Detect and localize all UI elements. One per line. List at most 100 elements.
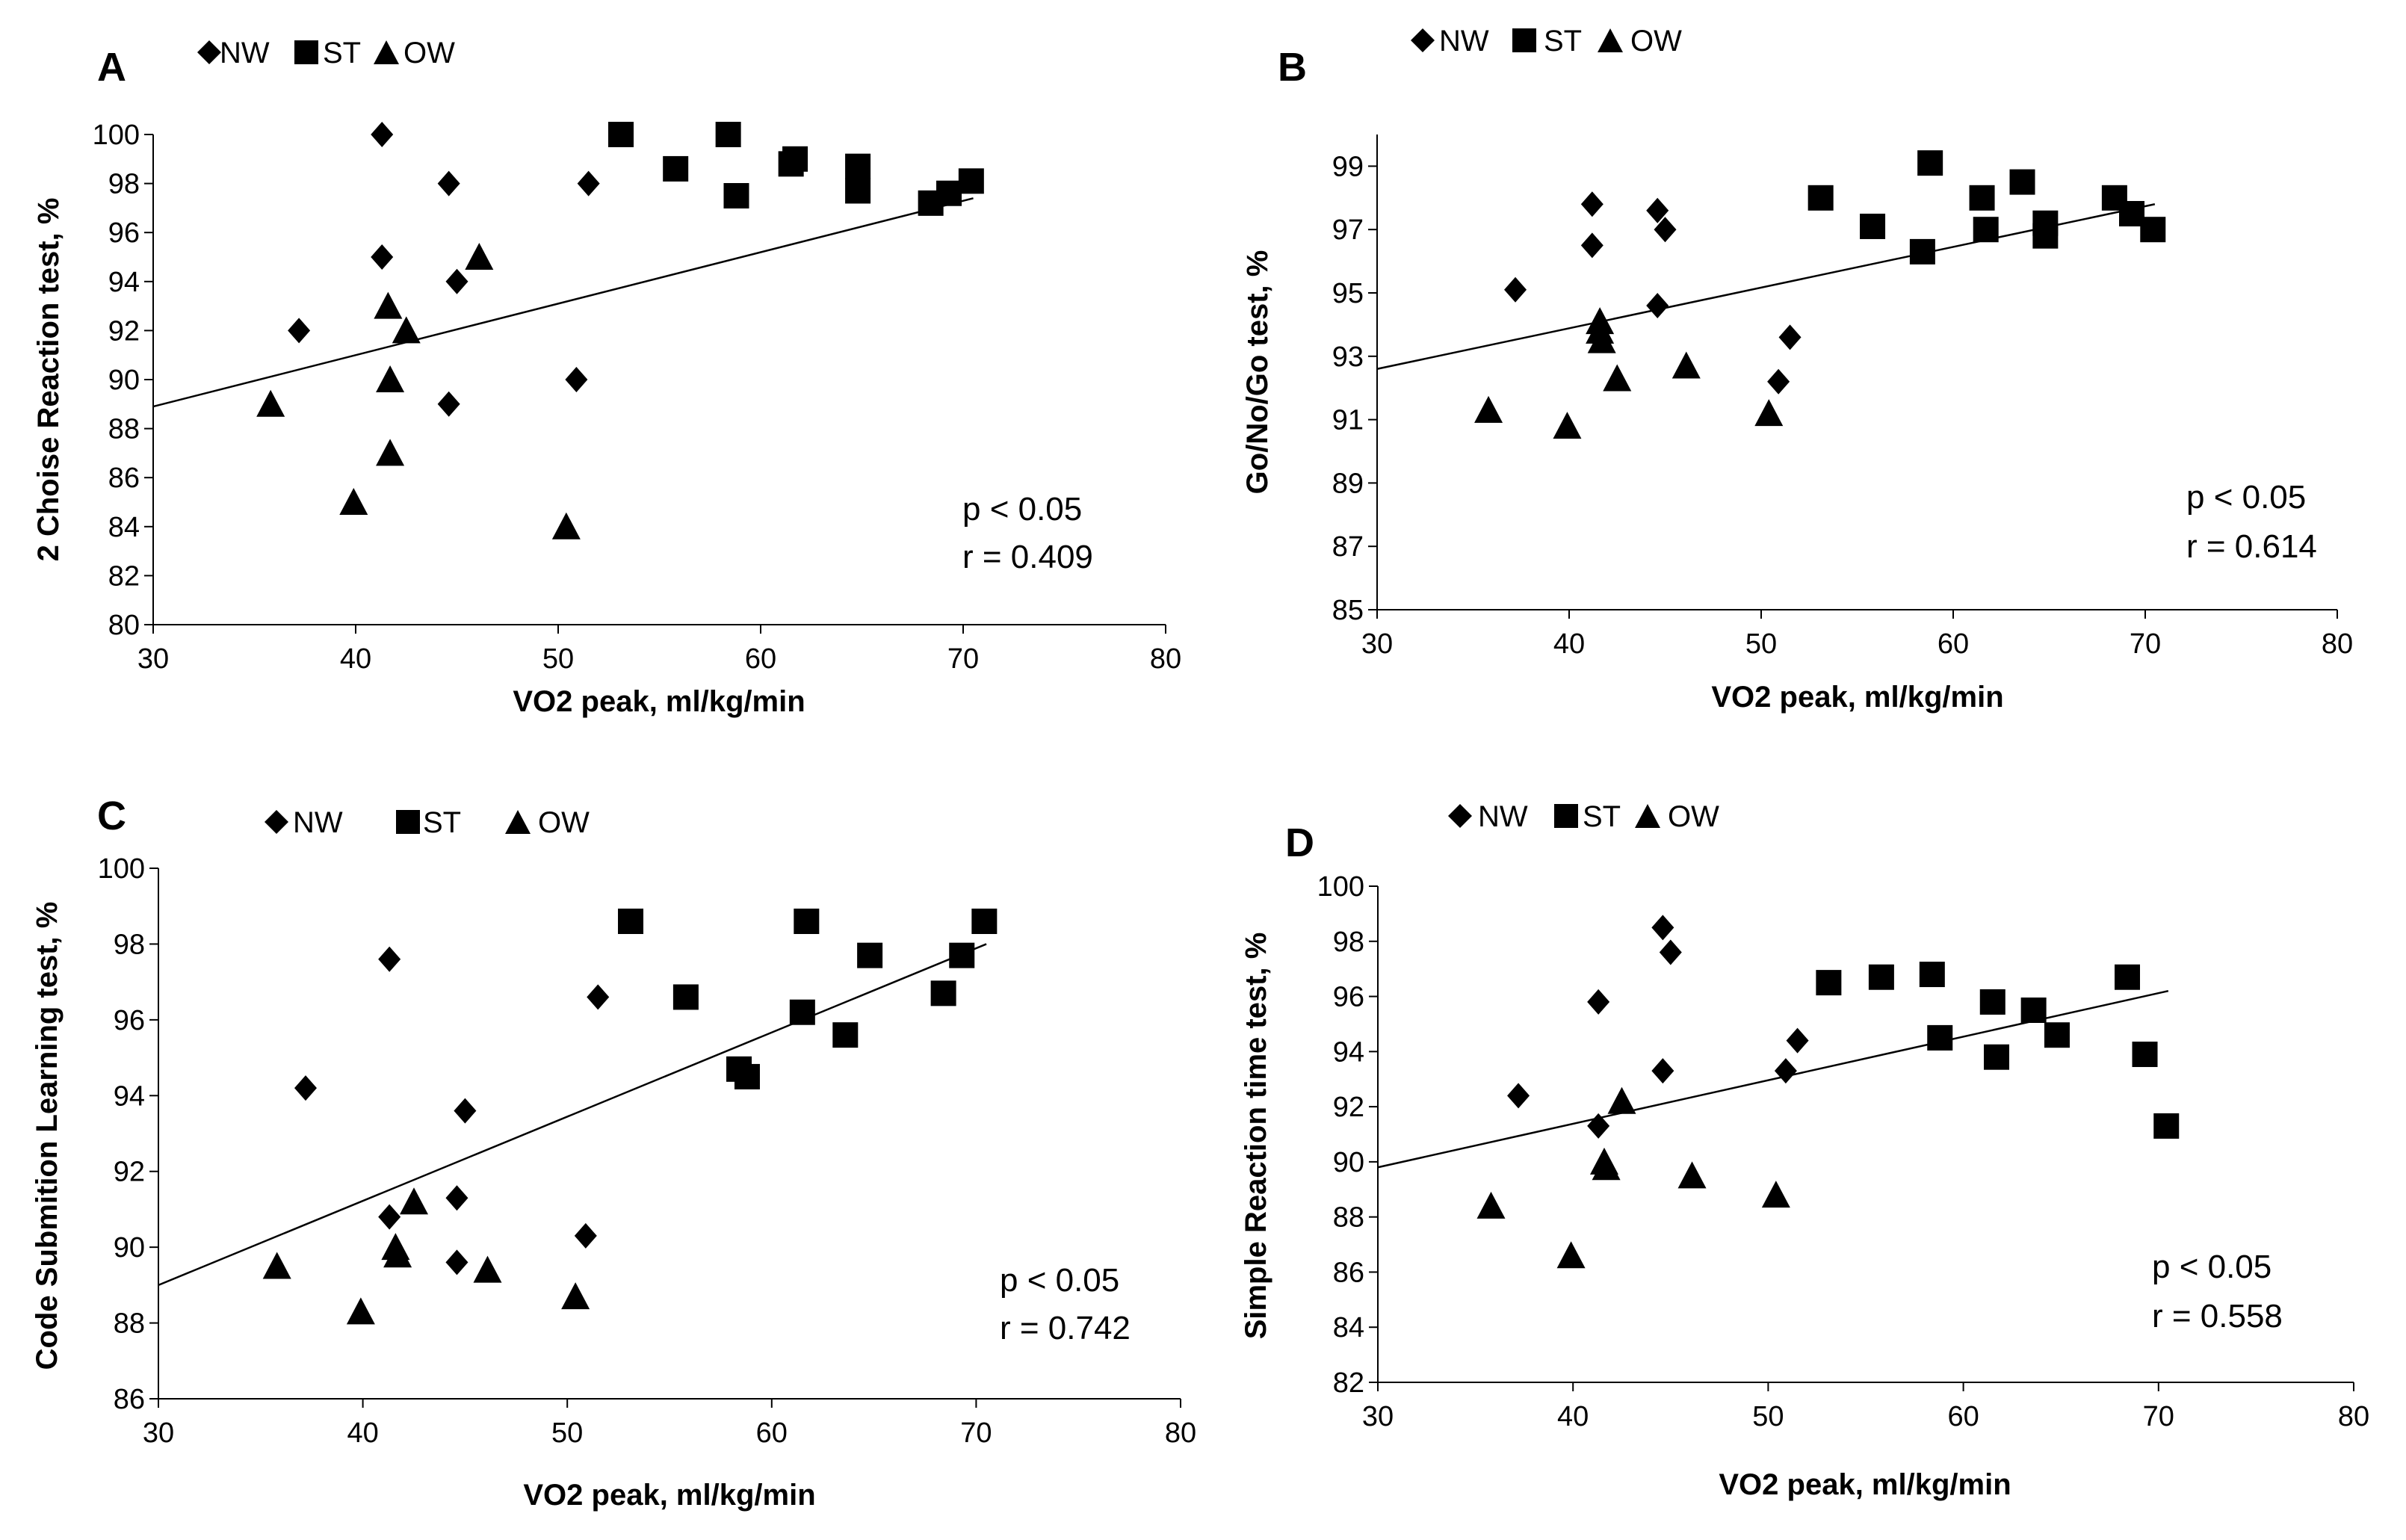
point-nw — [1778, 324, 1802, 350]
point-st — [2140, 217, 2166, 243]
point-nw — [1580, 232, 1604, 259]
point-ow — [465, 243, 494, 270]
point-ow — [1607, 1086, 1636, 1114]
x-tick-label: 70 — [947, 643, 979, 675]
panel-d: D NW ST OW 82 84 86 88 90 92 94 96 98 100 30 40 50 6… — [1240, 800, 2369, 1501]
y-tick-label: 96 — [108, 217, 140, 249]
point-st — [1860, 213, 1886, 239]
point-nw — [1774, 1058, 1797, 1084]
legend-c: NW ST OW — [265, 806, 590, 839]
point-st — [832, 1022, 859, 1048]
y-tick-label: 92 — [108, 315, 140, 347]
point-ow — [256, 389, 285, 417]
legend-diamond-marker — [265, 810, 288, 834]
point-st — [1917, 150, 1943, 176]
y-tick-label: 98 — [108, 169, 140, 200]
legend-triangle-marker — [1598, 28, 1623, 52]
y-tick-label: 100 — [1317, 871, 1364, 903]
y-tick-label: 90 — [1333, 1147, 1364, 1178]
point-st — [845, 153, 871, 179]
panel-letter-a: A — [97, 45, 126, 90]
y-tick-label: 82 — [1333, 1367, 1364, 1399]
point-ow — [400, 1187, 428, 1215]
point-nw — [1587, 1113, 1610, 1139]
y-tick-label: 94 — [1333, 1036, 1364, 1068]
legend-label-st: ST — [423, 806, 461, 839]
point-nw — [1580, 191, 1604, 217]
y-tick-label: 82 — [108, 560, 140, 592]
point-ow — [561, 1282, 590, 1310]
legend-triangle-marker — [374, 40, 399, 64]
x-tick-label: 60 — [745, 643, 776, 675]
y-tick-label: 84 — [108, 512, 140, 543]
y-tick-label: 89 — [1332, 468, 1364, 499]
point-nw — [445, 268, 468, 294]
y-tick-label: 90 — [108, 365, 140, 396]
panel-b: B NW ST OW 85 87 89 91 93 95 97 99 30 40 50 60 70 80… — [1241, 25, 2353, 714]
legend-label-st: ST — [1583, 800, 1621, 833]
point-st — [930, 980, 956, 1006]
x-ticks: 30 40 50 60 70 80 — [1361, 610, 2353, 660]
point-st — [794, 909, 820, 934]
x-tick-label: 30 — [1362, 1401, 1394, 1432]
point-nw — [1504, 276, 1527, 303]
point-nw — [445, 1185, 468, 1211]
y-tick-label: 96 — [114, 1005, 145, 1036]
y-tick-label: 92 — [114, 1157, 145, 1188]
point-ow — [376, 365, 405, 392]
data-points — [256, 122, 984, 539]
point-nw — [1587, 989, 1610, 1015]
point-ow — [1761, 1181, 1790, 1208]
point-st — [618, 909, 644, 934]
legend-triangle-marker — [1635, 804, 1660, 828]
point-ow — [1754, 399, 1784, 427]
point-ow — [473, 1255, 502, 1283]
point-ow — [374, 291, 403, 319]
point-nw — [371, 122, 394, 147]
point-st — [1816, 970, 1842, 996]
point-nw — [1651, 915, 1674, 941]
point-ow — [262, 1252, 291, 1279]
point-nw — [437, 391, 460, 417]
y-ticks: 85 87 89 91 93 95 97 99 — [1332, 151, 1377, 626]
y-tick-label: 93 — [1332, 341, 1364, 373]
legend-diamond-marker — [197, 40, 221, 64]
point-nw — [1651, 1058, 1674, 1084]
p-value-annotation: p < 0.05 — [962, 491, 1082, 528]
point-st — [958, 168, 984, 194]
point-st — [608, 122, 634, 147]
x-tick-label: 60 — [1938, 628, 1969, 660]
x-axis-label: VO2 peak, ml/kg/min — [1711, 681, 2003, 714]
point-st — [663, 155, 689, 182]
legend-a: NW ST OW — [197, 37, 455, 69]
point-ow — [1474, 395, 1503, 423]
y-tick-label: 98 — [114, 929, 145, 960]
point-st — [715, 122, 741, 147]
y-tick-label: 88 — [1333, 1202, 1364, 1234]
point-nw — [1654, 217, 1677, 243]
legend-d: NW ST OW — [1448, 800, 1719, 833]
point-st — [782, 146, 808, 172]
point-st — [1868, 964, 1894, 990]
point-nw — [574, 1222, 597, 1249]
y-tick-label: 91 — [1332, 405, 1364, 436]
y-tick-label: 94 — [108, 267, 140, 298]
point-st — [1979, 989, 2005, 1015]
x-tick-label: 70 — [2130, 628, 2161, 660]
point-st — [789, 999, 815, 1025]
point-st — [2009, 169, 2035, 195]
point-st — [2032, 223, 2059, 249]
x-tick-label: 60 — [756, 1417, 788, 1449]
x-tick-label: 70 — [2143, 1401, 2174, 1432]
y-ticks: 86 88 90 92 94 96 98 100 — [98, 853, 158, 1415]
x-tick-label: 60 — [1947, 1401, 1979, 1432]
point-nw — [1659, 939, 1682, 965]
data-points — [1476, 915, 2180, 1269]
y-tick-label: 96 — [1333, 982, 1364, 1013]
point-st — [971, 909, 998, 934]
plot-area-c: 86 88 90 92 94 96 98 100 30 40 50 60 70 80 — [98, 853, 1197, 1449]
legend-label-st: ST — [1544, 25, 1582, 58]
point-st — [1807, 185, 1834, 211]
y-tick-label: 85 — [1332, 595, 1364, 626]
